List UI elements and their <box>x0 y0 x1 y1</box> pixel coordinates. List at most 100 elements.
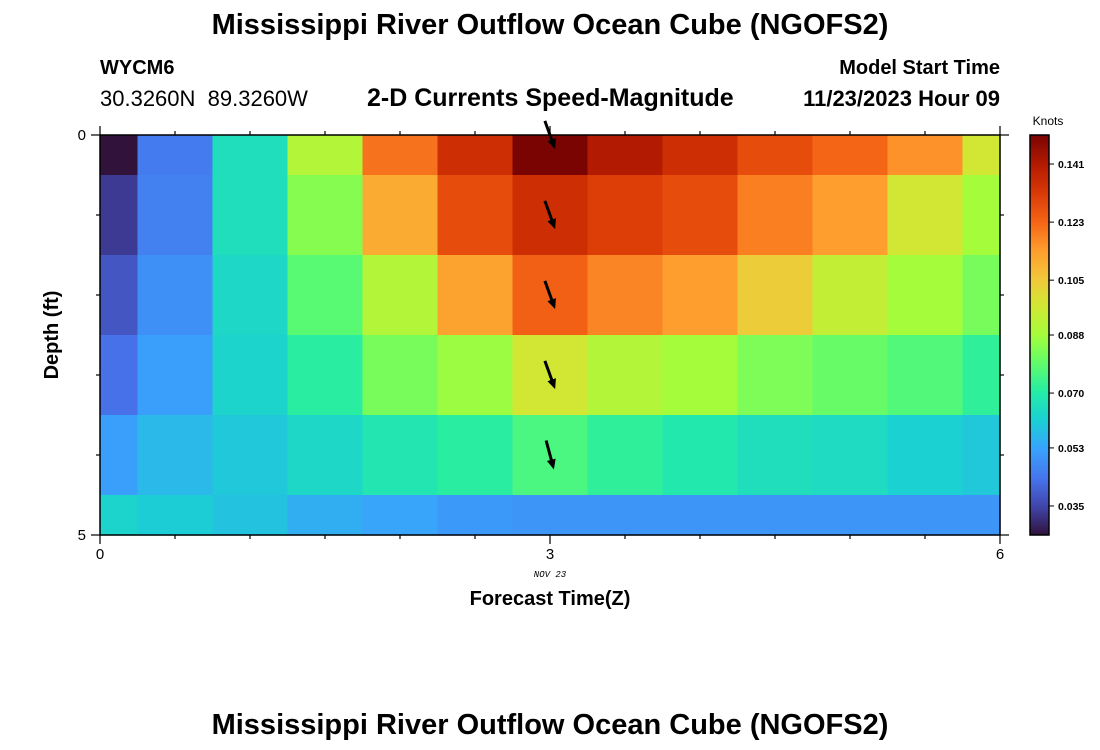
model-start-value: 11/23/2023 Hour 09 <box>803 86 1000 111</box>
heatmap-cell <box>587 335 664 416</box>
colorbar-tick-label: 0.123 <box>1058 217 1084 229</box>
heatmap-cell <box>137 415 214 496</box>
heatmap-cell <box>212 175 289 256</box>
heatmap-cell <box>137 175 214 256</box>
heatmap-cell <box>437 175 514 256</box>
current-vector-arrow <box>543 360 556 390</box>
x-tick-label: 6 <box>996 546 1004 563</box>
heatmap-cell <box>100 495 139 536</box>
footer-title: Mississippi River Outflow Ocean Cube (NG… <box>211 709 889 741</box>
main-title: Mississippi River Outflow Ocean Cube (NG… <box>211 9 889 41</box>
current-vector-arrow <box>544 440 556 470</box>
x-tick-label: 3 <box>546 546 554 563</box>
heatmap-cell <box>887 495 964 536</box>
heatmap-cell <box>812 335 889 416</box>
heatmap-cell <box>662 255 739 336</box>
heatmap-cell <box>287 495 364 536</box>
heatmap-cell <box>737 495 814 536</box>
heatmap-cell <box>662 495 739 536</box>
heatmap-cell <box>587 415 664 496</box>
heatmap-cell <box>962 335 1001 416</box>
y-axis-title: Depth (ft) <box>41 291 63 380</box>
heatmap-cell <box>587 255 664 336</box>
heatmap-cell <box>100 255 139 336</box>
current-vector-arrow <box>543 200 556 230</box>
current-vector-arrow <box>543 280 556 310</box>
colorbar-tick-label: 0.088 <box>1058 330 1084 342</box>
heatmap-cell <box>362 335 439 416</box>
heatmap-cell <box>437 495 514 536</box>
heatmap-cell <box>212 495 289 536</box>
colorbar-tick-label: 0.070 <box>1058 388 1084 400</box>
heatmap-cell <box>362 495 439 536</box>
heatmap-cell <box>287 415 364 496</box>
heatmap-cell <box>212 255 289 336</box>
heatmap-cell <box>512 495 589 536</box>
heatmap-cell <box>812 415 889 496</box>
heatmap-cell <box>887 415 964 496</box>
heatmap-cell <box>212 415 289 496</box>
y-tick-label: 0 <box>78 127 86 144</box>
heatmap-cell <box>887 255 964 336</box>
heatmap-cell <box>587 135 664 176</box>
station-coordinates: 30.3260N 89.3260W <box>100 86 308 111</box>
heatmap-cell <box>437 255 514 336</box>
heatmap-cell <box>137 255 214 336</box>
current-vector-arrow <box>543 120 556 150</box>
heatmap-cell <box>287 255 364 336</box>
heatmap-cell <box>662 175 739 256</box>
heatmap-cell <box>212 135 289 176</box>
heatmap-cell <box>287 135 364 176</box>
heatmap-cell <box>100 415 139 496</box>
heatmap-cell <box>100 135 139 176</box>
heatmap-cell <box>662 335 739 416</box>
heatmap-cell <box>587 175 664 256</box>
heatmap-cell <box>137 495 214 536</box>
heatmap-cell <box>437 415 514 496</box>
heatmap-cell <box>737 175 814 256</box>
heatmap-cell <box>962 415 1001 496</box>
heatmap-cell <box>137 335 214 416</box>
heatmap-cell <box>737 135 814 176</box>
x-tick-label: 0 <box>96 546 104 563</box>
heatmap-cell <box>887 135 964 176</box>
heatmap-cell <box>100 335 139 416</box>
heatmap-cell <box>437 335 514 416</box>
colorbar-tick-label: 0.035 <box>1058 501 1084 513</box>
heatmap-cell <box>887 335 964 416</box>
colorbar-tick-label: 0.053 <box>1058 443 1084 455</box>
heatmap-cell <box>662 135 739 176</box>
x-axis-title: Forecast Time(Z) <box>470 588 631 610</box>
colorbar <box>1029 134 1050 536</box>
heatmap-cell <box>737 335 814 416</box>
heatmap-cell <box>962 255 1001 336</box>
model-start-label: Model Start Time <box>839 57 1000 79</box>
heatmap-cell <box>812 255 889 336</box>
heatmap-cell <box>812 495 889 536</box>
heatmap-cell <box>362 135 439 176</box>
colorbar-tick-label: 0.141 <box>1058 159 1084 171</box>
heatmap-cell <box>812 175 889 256</box>
heatmap-cell <box>887 175 964 256</box>
heatmap-cell <box>362 255 439 336</box>
heatmap-cell <box>287 175 364 256</box>
heatmap-cell <box>362 175 439 256</box>
colorbar-tick-label: 0.105 <box>1058 275 1084 287</box>
heatmap-cell <box>212 335 289 416</box>
x-axis-date-label: NOV 23 <box>534 570 567 580</box>
heatmap-cell <box>362 415 439 496</box>
heatmap-cell <box>962 495 1001 536</box>
station-id: WYCM6 <box>100 57 175 79</box>
heatmap-cell <box>737 415 814 496</box>
heatmap-cell <box>962 175 1001 256</box>
colorbar-label: Knots <box>1033 114 1064 128</box>
heatmap-cell <box>737 255 814 336</box>
y-tick-label: 5 <box>78 527 86 544</box>
heatmap-cell <box>587 495 664 536</box>
heatmap-cell <box>287 335 364 416</box>
heatmap-cell <box>137 135 214 176</box>
heatmap-cell <box>962 135 1001 176</box>
heatmap-cell <box>662 415 739 496</box>
chart-subtitle: 2-D Currents Speed-Magnitude <box>367 84 734 112</box>
